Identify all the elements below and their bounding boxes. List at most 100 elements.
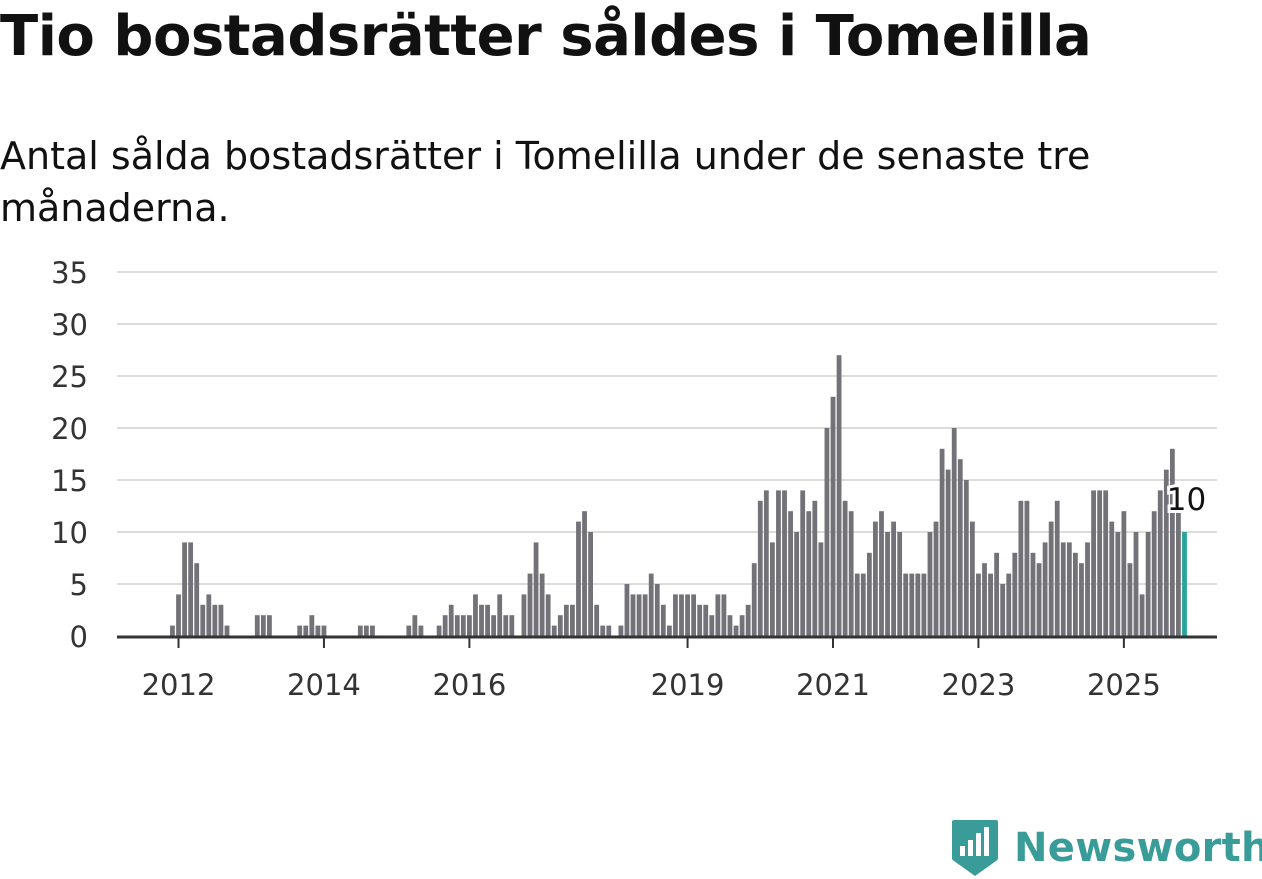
bar bbox=[976, 573, 981, 636]
bar bbox=[1169, 448, 1175, 636]
bar bbox=[442, 615, 448, 636]
bar bbox=[1121, 511, 1127, 636]
bar bbox=[521, 594, 527, 636]
bar bbox=[885, 532, 890, 636]
bar bbox=[636, 594, 642, 636]
bar bbox=[576, 521, 581, 636]
bar bbox=[321, 625, 327, 636]
bar bbox=[733, 625, 739, 636]
bar bbox=[267, 615, 272, 636]
bar bbox=[412, 615, 418, 636]
y-tick-label: 30 bbox=[51, 308, 88, 342]
bar bbox=[357, 625, 363, 636]
bar bbox=[709, 615, 715, 636]
bar bbox=[951, 428, 957, 636]
y-tick-label: 20 bbox=[51, 412, 88, 446]
bar bbox=[194, 563, 200, 636]
bar bbox=[776, 490, 781, 636]
bar bbox=[1030, 552, 1036, 636]
y-tick-label: 5 bbox=[70, 568, 88, 602]
bar bbox=[739, 615, 745, 636]
bar bbox=[1133, 532, 1139, 636]
bar bbox=[1109, 521, 1115, 636]
bar bbox=[836, 355, 842, 636]
bar bbox=[788, 511, 793, 636]
x-tick-label: 2023 bbox=[942, 668, 1016, 702]
x-tick-label: 2019 bbox=[651, 668, 725, 702]
bar bbox=[806, 511, 812, 636]
x-axis-ticks bbox=[177, 638, 1125, 648]
bar bbox=[757, 500, 763, 636]
x-tick-label: 2014 bbox=[287, 668, 361, 702]
bar bbox=[673, 594, 678, 636]
bar bbox=[1073, 552, 1078, 636]
bar bbox=[830, 396, 836, 636]
bar bbox=[1139, 594, 1145, 636]
bar bbox=[557, 615, 563, 636]
bar bbox=[873, 521, 878, 636]
bar bbox=[200, 604, 206, 636]
newsworthy-logo: Newsworthy bbox=[950, 818, 1262, 878]
bar bbox=[1103, 490, 1109, 636]
bar bbox=[1145, 532, 1151, 636]
bar bbox=[800, 490, 806, 636]
bar bbox=[182, 542, 187, 636]
bar bbox=[545, 594, 551, 636]
bar bbox=[224, 625, 230, 636]
bar bbox=[454, 615, 460, 636]
bar bbox=[509, 615, 515, 636]
bar bbox=[969, 521, 975, 636]
chart-subtitle: Antal sålda bostadsrätter i Tomelilla un… bbox=[0, 134, 1091, 230]
bar bbox=[691, 594, 697, 636]
x-tick-label: 2025 bbox=[1087, 668, 1161, 702]
bar bbox=[751, 563, 757, 636]
bar bbox=[818, 542, 824, 636]
y-tick-label: 10 bbox=[51, 516, 88, 550]
bar bbox=[982, 563, 987, 636]
highlight-value-label: 10 bbox=[1167, 482, 1206, 518]
bar bbox=[933, 521, 939, 636]
bar bbox=[497, 594, 503, 636]
bar bbox=[963, 480, 969, 636]
bar bbox=[315, 625, 321, 636]
bar bbox=[794, 532, 800, 636]
bar bbox=[436, 625, 442, 636]
bar bbox=[503, 615, 509, 636]
bar bbox=[539, 573, 545, 636]
bar bbox=[1054, 500, 1060, 636]
bar bbox=[467, 615, 472, 636]
bar bbox=[842, 500, 848, 636]
bar bbox=[582, 511, 587, 636]
bar bbox=[879, 511, 884, 636]
bar bbox=[170, 625, 175, 636]
bar bbox=[363, 625, 369, 636]
newsworthy-logo-icon bbox=[952, 820, 998, 876]
bar bbox=[1097, 490, 1103, 636]
bar bbox=[533, 542, 539, 636]
bar bbox=[448, 604, 454, 636]
bar bbox=[721, 594, 727, 636]
bar bbox=[1012, 552, 1018, 636]
y-tick-label: 35 bbox=[51, 256, 88, 290]
bar bbox=[206, 594, 212, 636]
bar bbox=[1024, 500, 1030, 636]
bar bbox=[485, 604, 490, 636]
bar bbox=[1000, 584, 1006, 636]
bar bbox=[606, 625, 612, 636]
bar bbox=[909, 573, 915, 636]
bar bbox=[212, 604, 218, 636]
bar bbox=[630, 594, 636, 636]
highlight-bar bbox=[1182, 532, 1187, 636]
bar bbox=[660, 604, 666, 636]
bar bbox=[685, 594, 690, 636]
bar bbox=[782, 490, 787, 636]
bars bbox=[170, 355, 1187, 636]
bar bbox=[860, 573, 866, 636]
bar bbox=[697, 604, 703, 636]
bar bbox=[309, 615, 315, 636]
bar bbox=[260, 615, 266, 636]
bar bbox=[848, 511, 854, 636]
bar bbox=[370, 625, 375, 636]
bar bbox=[618, 625, 624, 636]
